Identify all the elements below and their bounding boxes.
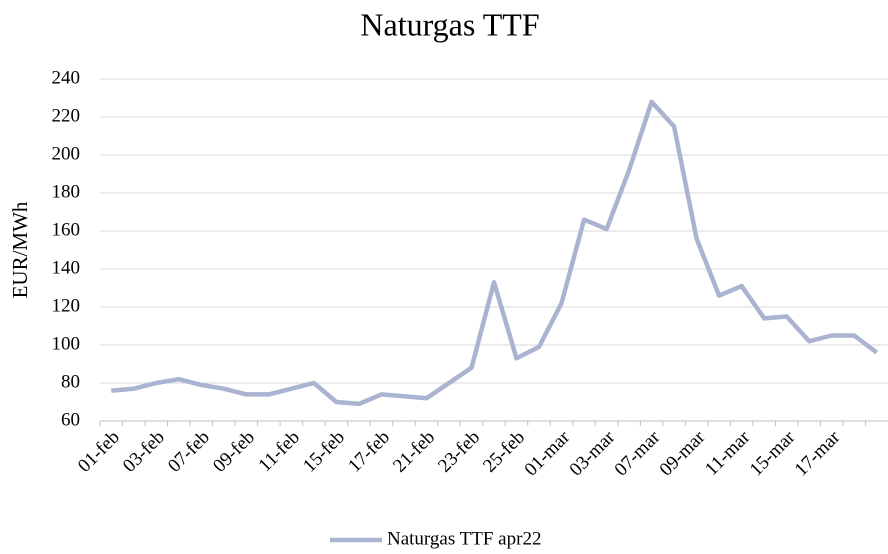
x-tick-label: 15-feb xyxy=(299,427,349,477)
x-tick-label: 21-feb xyxy=(389,427,439,477)
x-tick-label: 09-mar xyxy=(656,426,710,480)
y-tick-label: 100 xyxy=(52,333,81,354)
y-tick-label: 200 xyxy=(52,143,81,164)
x-tick-label: 17-feb xyxy=(344,427,394,477)
x-tick-label: 23-feb xyxy=(434,427,484,477)
legend-label: Naturgas TTF apr22 xyxy=(387,528,541,549)
y-tick-label: 180 xyxy=(52,181,81,202)
x-tick-label: 03-mar xyxy=(566,426,620,480)
x-tick-label: 15-mar xyxy=(746,426,800,480)
x-tick-label: 03-feb xyxy=(119,427,169,477)
y-tick-label: 160 xyxy=(52,219,81,240)
y-tick-label: 60 xyxy=(61,409,80,430)
y-tick-label: 220 xyxy=(52,105,81,126)
x-tick-label: 01-mar xyxy=(521,426,575,480)
x-tick-label: 11-mar xyxy=(701,426,755,480)
y-tick-label: 120 xyxy=(52,295,81,316)
series-line xyxy=(111,99,879,407)
x-tick-label: 11-feb xyxy=(255,427,304,476)
x-tick-label: 25-feb xyxy=(479,427,529,477)
y-tick-label: 80 xyxy=(61,371,80,392)
y-tick-label: 140 xyxy=(52,257,81,278)
x-tick-label: 07-mar xyxy=(611,426,665,480)
chart-title: Naturgas TTF xyxy=(360,6,539,42)
x-tick-label: 09-feb xyxy=(209,427,259,477)
y-tick-label: 240 xyxy=(52,67,81,88)
x-tick-label: 01-feb xyxy=(74,427,124,477)
y-axis-label: EUR/MWh xyxy=(8,201,32,298)
x-tick-label: 17-mar xyxy=(791,426,845,480)
x-tick-label: 07-feb xyxy=(164,427,214,477)
